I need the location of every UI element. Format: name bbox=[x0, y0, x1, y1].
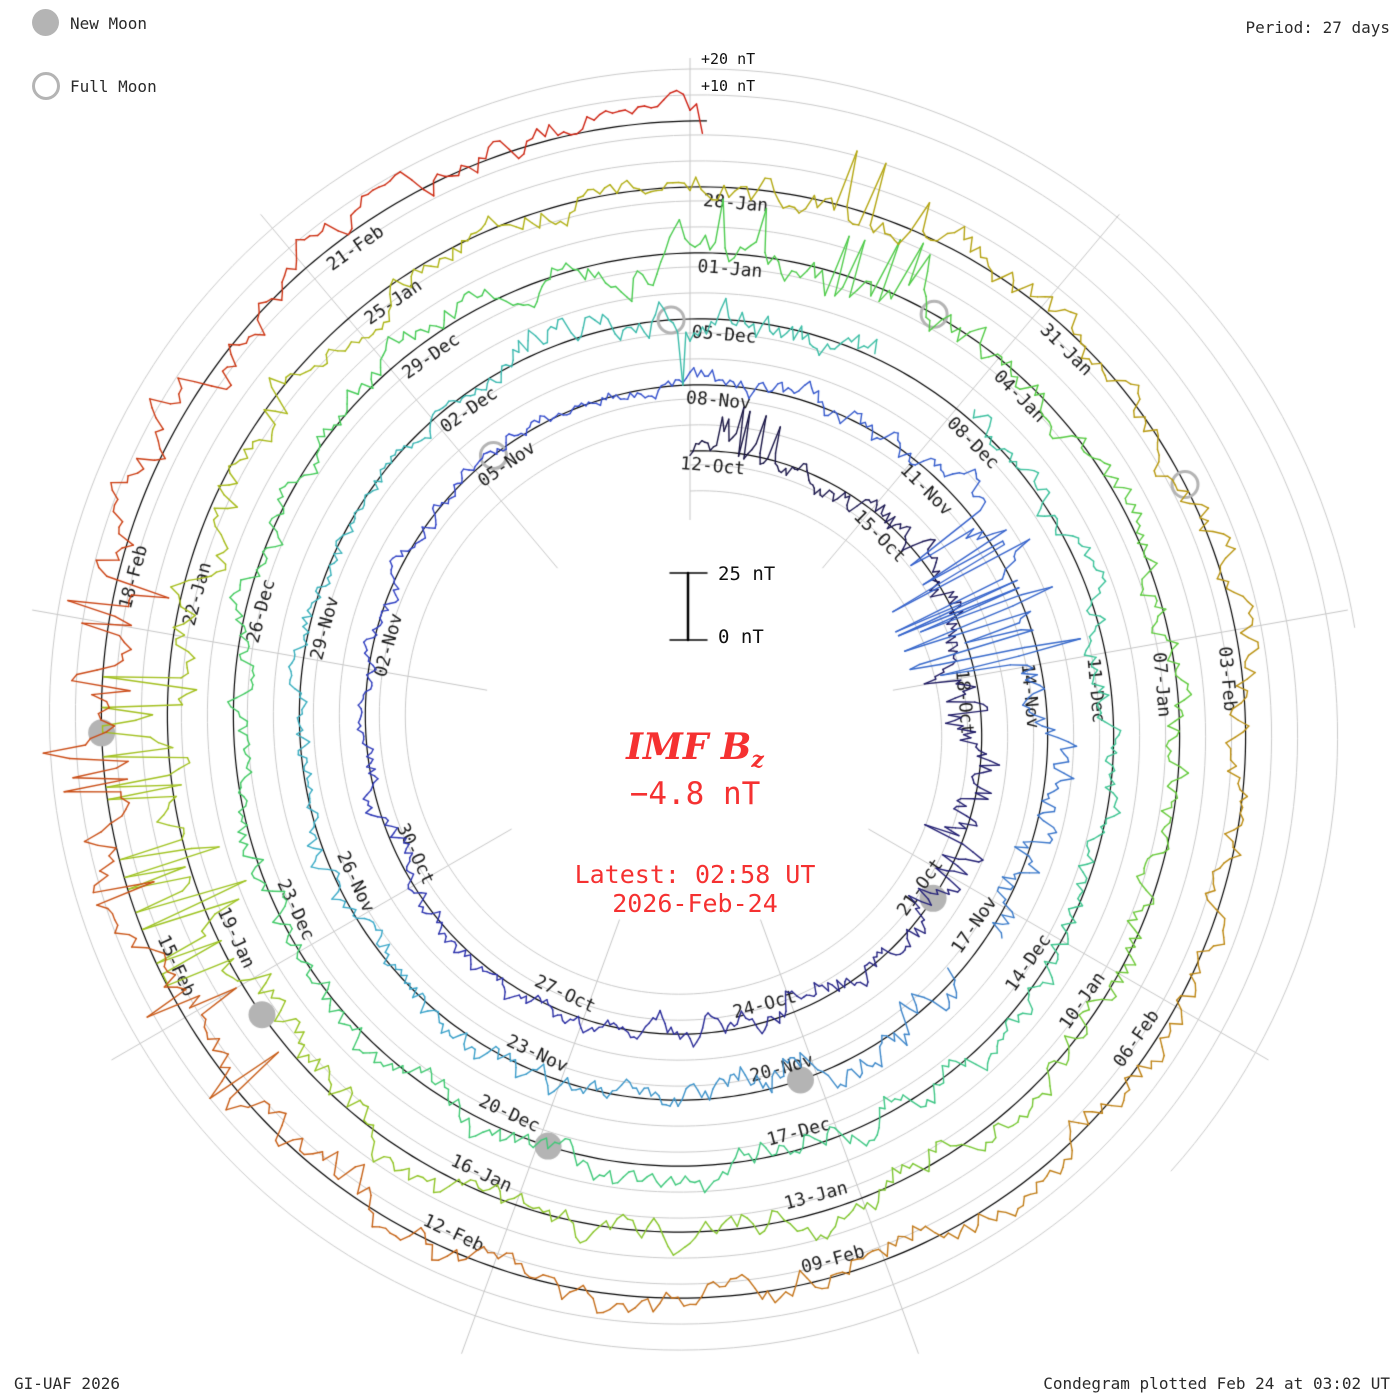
center-current-value: −4.8 nT bbox=[629, 776, 761, 812]
scalebar-top-label: 25 nT bbox=[718, 563, 776, 585]
center-title-text: IMF B bbox=[626, 726, 752, 768]
new-moon-icon bbox=[32, 9, 59, 36]
scalebar-bottom-label: 0 nT bbox=[718, 626, 764, 648]
gridline-plus10-label: +10 nT bbox=[701, 77, 756, 95]
center-title-subscript: z bbox=[751, 747, 764, 774]
plotted-timestamp-label: Condegram plotted Feb 24 at 03:02 UT bbox=[1043, 1374, 1390, 1393]
center-title: IMF Bz bbox=[395, 726, 995, 773]
full-moon-icon bbox=[32, 72, 60, 100]
center-latest-time: Latest: 02:58 UT bbox=[574, 860, 816, 889]
legend-new-moon-label: New Moon bbox=[70, 14, 148, 33]
period-label: Period: 27 days bbox=[1245, 18, 1391, 37]
credit-label: GI-UAF 2026 bbox=[14, 1374, 120, 1393]
center-latest-date: 2026-Feb-24 bbox=[612, 889, 778, 918]
gridline-plus20-label: +20 nT bbox=[701, 50, 756, 68]
legend-full-moon-label: Full Moon bbox=[70, 77, 157, 96]
